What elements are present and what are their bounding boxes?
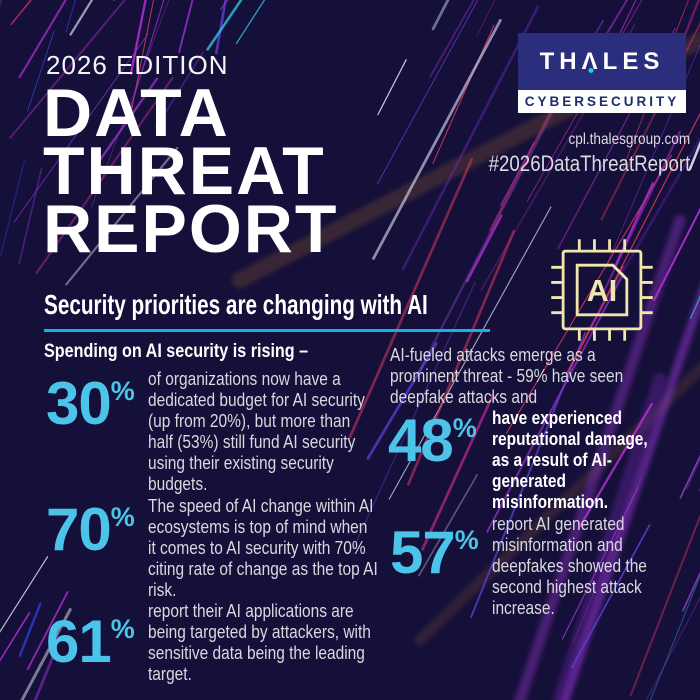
left-column-intro: Spending on AI security is rising –	[44, 341, 309, 362]
thales-logo-text: THΛ LES	[540, 48, 665, 76]
stat-70-percent: 70%	[46, 492, 135, 571]
edition-label: 2026 EDITION	[46, 50, 229, 80]
stat-description: report their AI applications are being t…	[148, 601, 371, 684]
stat-description: report AI generated misinformation and d…	[492, 514, 647, 618]
thales-lambda-glyph: Λ	[581, 47, 603, 75]
report-title-line-1: DATA	[43, 75, 230, 151]
thales-logo: THΛ LES CYBERSECURITY	[518, 33, 686, 113]
report-title: DATA THREAT REPORT	[43, 75, 339, 267]
stat-value: 70	[46, 496, 112, 563]
cybersecurity-bar: CYBERSECURITY	[518, 90, 686, 113]
stat-48-percent: 48%	[388, 403, 477, 482]
stat-value: 48	[388, 407, 454, 474]
right-column-intro: AI-fueled attacks emerge as a prominent …	[390, 345, 624, 407]
section-heading: Security priorities are changing with AI	[44, 289, 428, 320]
heading-underline-rule	[44, 329, 490, 332]
cybersecurity-label: CYBERSECURITY	[524, 94, 680, 109]
hashtag-label: #2026DataThreatReport	[488, 151, 690, 176]
stat-description: have experienced reputational damage, as…	[492, 408, 648, 512]
percent-sign: %	[454, 525, 479, 555]
percent-sign: %	[110, 376, 135, 406]
thales-logo-text-th: TH	[539, 47, 582, 75]
ai-chip-icon: AI	[551, 239, 653, 341]
stat-value: 30	[46, 370, 112, 437]
stat-description: The speed of AI change within AI ecosyst…	[148, 496, 378, 600]
report-title-line-3: REPORT	[43, 191, 339, 267]
thales-dot-icon	[588, 67, 594, 73]
stat-61-percent: 61%	[46, 604, 135, 683]
percent-sign: %	[110, 502, 135, 532]
stat-value: 57	[390, 519, 456, 586]
report-title-line-2: THREAT	[43, 133, 326, 209]
thales-logo-box: THΛ LES	[518, 33, 686, 90]
ai-chip-label: AI	[587, 275, 617, 308]
thales-logo-text-les: LES	[602, 47, 665, 75]
stat-57-percent: 57%	[390, 515, 479, 594]
stat-description: of organizations now have a dedicated bu…	[148, 369, 365, 494]
stat-30-percent: 30%	[46, 366, 135, 445]
thales-logo-lambda: Λ	[582, 48, 603, 76]
percent-sign: %	[110, 614, 135, 644]
percent-sign: %	[452, 413, 477, 443]
website-url: cpl.thalesgroup.com	[568, 131, 690, 148]
stat-value: 61	[46, 608, 112, 675]
